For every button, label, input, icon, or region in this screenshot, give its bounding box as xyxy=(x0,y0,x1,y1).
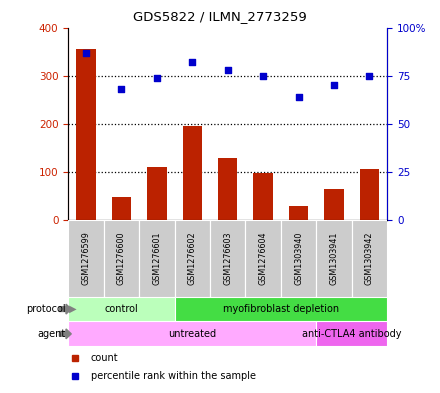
Point xyxy=(295,94,302,100)
Text: anti-CTLA4 antibody: anti-CTLA4 antibody xyxy=(302,329,402,339)
Text: percentile rank within the sample: percentile rank within the sample xyxy=(91,371,256,381)
Bar xyxy=(360,169,379,220)
Text: myofibroblast depletion: myofibroblast depletion xyxy=(223,304,339,314)
Bar xyxy=(289,206,308,220)
Text: GSM1276600: GSM1276600 xyxy=(117,231,126,285)
Bar xyxy=(253,173,273,220)
Point xyxy=(366,72,373,79)
Bar xyxy=(139,220,175,297)
Bar xyxy=(112,197,131,220)
Text: GSM1276603: GSM1276603 xyxy=(223,231,232,285)
Bar xyxy=(210,220,246,297)
Text: count: count xyxy=(91,353,118,363)
Text: GSM1276604: GSM1276604 xyxy=(259,231,268,285)
Bar xyxy=(68,297,175,321)
Point xyxy=(118,86,125,92)
Point xyxy=(330,82,337,88)
Point xyxy=(82,50,89,56)
Point xyxy=(189,59,196,65)
Bar xyxy=(316,220,352,297)
Bar xyxy=(175,297,387,321)
Bar xyxy=(68,321,316,346)
Bar xyxy=(316,321,387,346)
Bar xyxy=(147,167,167,220)
Text: protocol: protocol xyxy=(26,304,66,314)
Bar xyxy=(68,220,104,297)
Bar xyxy=(175,220,210,297)
Bar xyxy=(281,220,316,297)
Text: ▶: ▶ xyxy=(66,304,77,314)
Text: untreated: untreated xyxy=(168,329,216,339)
Point xyxy=(260,72,267,79)
Text: GSM1276602: GSM1276602 xyxy=(188,231,197,285)
Bar xyxy=(218,158,238,220)
Text: agent: agent xyxy=(38,329,66,339)
Bar xyxy=(183,126,202,220)
Text: GSM1303941: GSM1303941 xyxy=(330,232,338,285)
Point xyxy=(153,74,160,81)
Text: GSM1303940: GSM1303940 xyxy=(294,232,303,285)
Text: GDS5822 / ILMN_2773259: GDS5822 / ILMN_2773259 xyxy=(133,10,307,23)
Bar xyxy=(104,220,139,297)
Bar xyxy=(246,220,281,297)
Bar xyxy=(324,189,344,220)
Text: GSM1276599: GSM1276599 xyxy=(81,231,91,285)
Text: GSM1303942: GSM1303942 xyxy=(365,231,374,285)
Bar xyxy=(76,49,95,220)
Text: GSM1276601: GSM1276601 xyxy=(152,231,161,285)
Bar xyxy=(352,220,387,297)
Text: control: control xyxy=(104,304,138,314)
Point xyxy=(224,67,231,73)
